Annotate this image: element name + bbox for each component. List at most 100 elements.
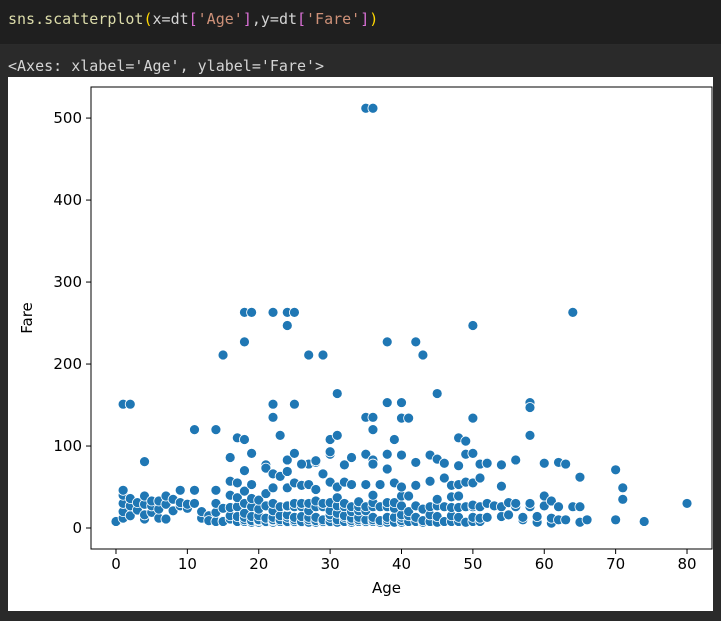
data-point [231,477,243,489]
data-point [296,458,307,470]
data-point [281,454,293,466]
code-arg1-bracket-close: ] [242,10,252,28]
data-point [424,475,436,487]
data-point [574,471,586,483]
data-point [246,306,258,318]
data-point [410,457,422,468]
code-arg2-var: dt [278,10,297,28]
data-point [239,434,250,445]
scatter-figure: 0 10 20 30 40 50 60 70 80 0 100 200 300 400 500 Age Fare [8,77,713,611]
data-point [346,452,357,463]
data-point [338,459,350,471]
x-tick-label: 80 [677,555,696,573]
data-point [274,429,286,441]
data-point [367,102,379,114]
data-point [124,398,136,410]
x-axis-label: Age [372,579,401,597]
data-point [396,481,407,493]
data-point [117,484,129,496]
data-point [481,511,493,523]
data-point [381,397,393,408]
data-point [553,501,564,513]
x-tick-label: 40 [392,555,411,573]
data-point [367,458,379,470]
data-point [224,452,236,463]
code-arg1-var: dt [170,10,189,28]
data-point [417,349,429,361]
data-point [324,446,336,458]
data-point [217,349,229,361]
data-point [310,484,322,495]
data-point [239,465,250,477]
data-point [481,457,493,469]
data-point [531,511,543,522]
data-point [367,411,379,423]
data-point [681,498,693,509]
data-point [139,456,150,468]
data-point [267,482,279,494]
data-point [396,397,407,408]
data-point [267,306,279,318]
data-point [303,349,315,361]
data-point [574,501,586,513]
plot-frame [90,86,713,550]
data-point [545,495,557,507]
data-point [331,429,343,441]
data-point [396,449,407,461]
code-arg1-bracket-open: [ [188,10,198,28]
code-arg1-name: x= [152,10,171,28]
data-point [467,412,479,424]
x-tick-label: 60 [535,555,554,573]
data-point [331,492,343,504]
data-point [524,402,536,413]
code-cell[interactable]: sns.scatterplot(x=dt['Age'],y=dt['Fare']… [0,0,721,45]
x-tick-label: 30 [321,555,340,573]
data-point [317,468,329,480]
data-point [403,490,415,502]
y-tick-label: 0 [72,519,82,537]
data-point [467,448,479,459]
scatter-plot: 0 10 20 30 40 50 60 70 80 0 100 200 300 400 500 Age Fare [18,86,713,597]
data-point [460,435,472,447]
data-point [524,498,536,509]
data-point [367,424,379,436]
data-point [503,509,514,521]
data-point [403,412,415,424]
x-tick-label: 0 [111,555,121,573]
data-point [467,320,479,331]
data-point [496,459,507,471]
data-point [310,455,322,467]
data-point [524,429,536,441]
x-tick-label: 70 [606,555,625,573]
code-line: sns.scatterplot(x=dt['Age'],y=dt['Fare']… [8,10,378,28]
x-tick-label: 50 [463,555,482,573]
data-point [239,336,250,348]
data-point [260,488,272,499]
data-point [567,306,579,318]
data-point [246,479,258,490]
data-point [381,336,393,348]
data-point [239,485,250,497]
data-point [189,498,200,509]
data-point [231,492,243,504]
data-point [431,388,443,399]
data-point [581,514,593,526]
data-point [410,479,422,491]
data-point [253,494,265,506]
data-point [638,516,650,527]
data-point [496,480,507,492]
data-point [610,464,622,476]
code-arg1-key: 'Age' [197,10,243,28]
code-function: sns.scatterplot [8,10,144,28]
data-point [381,448,393,460]
data-point [381,463,393,475]
data-point [281,320,293,331]
data-point [189,484,200,496]
data-point [260,462,272,474]
data-point [474,472,486,484]
code-arg2-name: y= [260,10,279,28]
output-repr-text: <Axes: xlabel='Age', ylabel='Fare'> [8,57,325,75]
data-point [617,482,629,494]
y-tick-label: 500 [53,109,82,127]
data-point [367,489,379,501]
